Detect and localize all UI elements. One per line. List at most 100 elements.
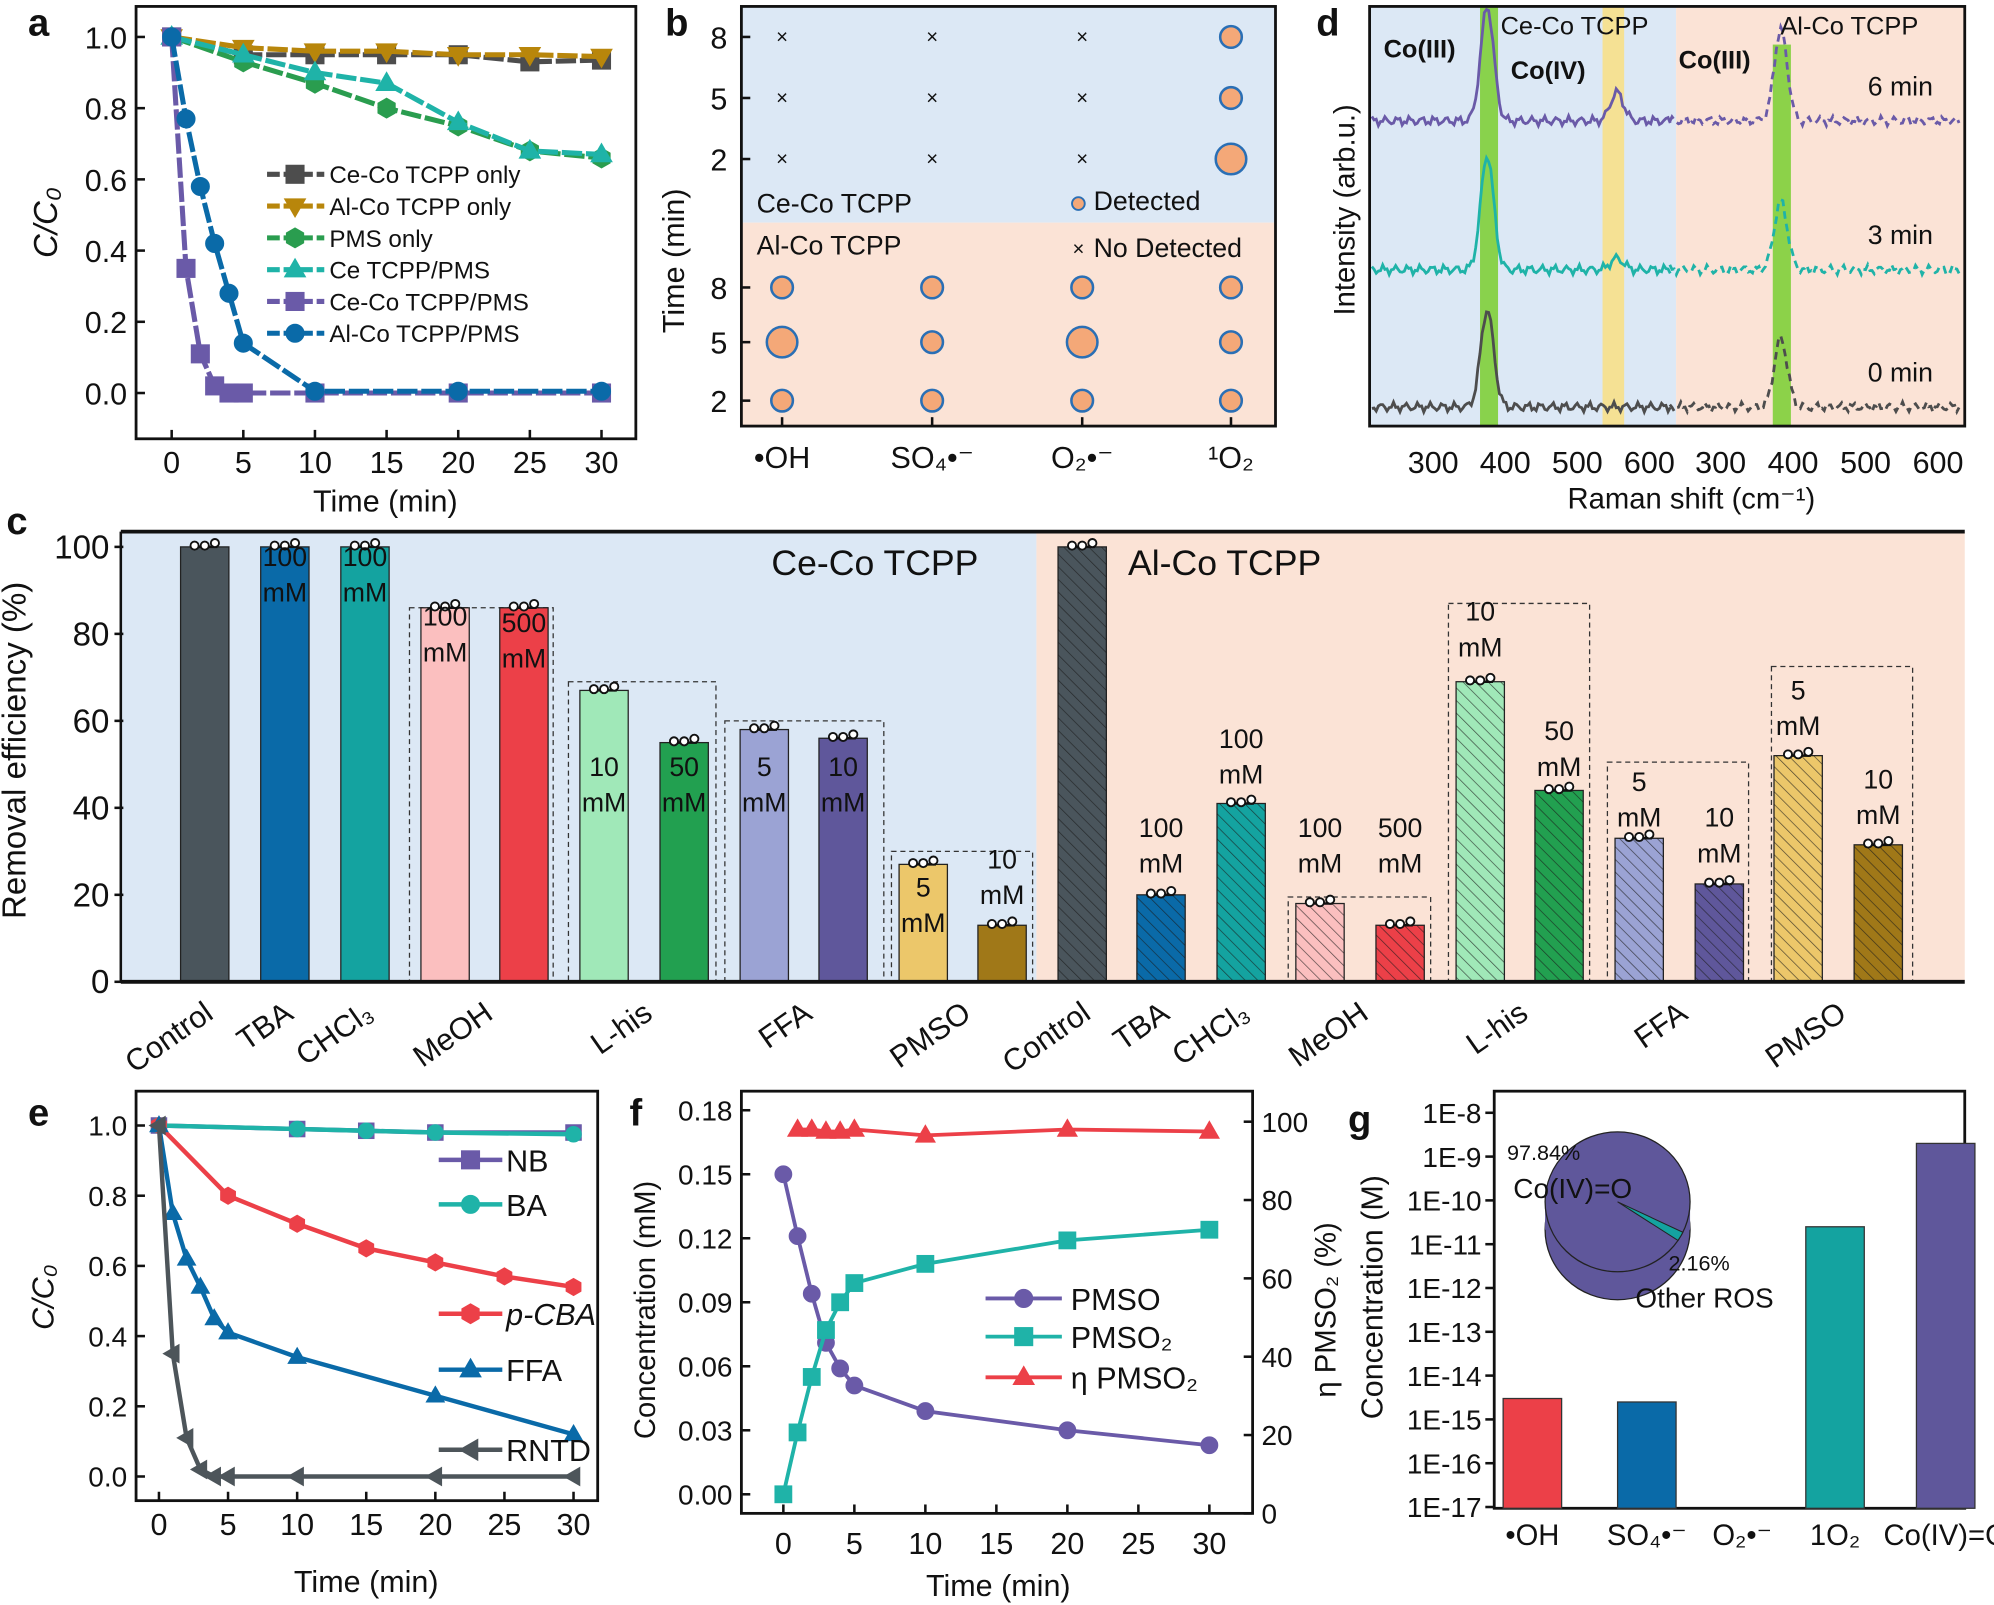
legend-marker xyxy=(285,164,305,184)
data-point xyxy=(425,1385,446,1403)
not-detected-mark: × xyxy=(776,26,788,48)
bar-annotation: mM xyxy=(1378,848,1422,878)
replicate-point xyxy=(1007,916,1018,927)
replicate-point xyxy=(599,684,610,695)
data-point xyxy=(286,1466,304,1487)
group-label: Al-Co TCPP xyxy=(757,230,902,260)
data-point xyxy=(219,283,239,303)
replicate-point xyxy=(508,601,519,612)
bar-annotation: mM xyxy=(1776,711,1820,741)
not-detected-mark: × xyxy=(926,148,938,170)
y-tick-label: 0.6 xyxy=(85,164,127,198)
data-point xyxy=(375,71,398,91)
bar-annotation: mM xyxy=(1298,848,1342,878)
data-point xyxy=(448,381,468,401)
y-tick-label: 0.4 xyxy=(85,235,127,269)
x-category-label: •OH xyxy=(1505,1520,1559,1552)
legend-label: NB xyxy=(506,1144,548,1178)
bar-annotation: 10 xyxy=(589,752,619,782)
pie-percent-label: 2.16% xyxy=(1668,1250,1729,1275)
x-tick-label: 10 xyxy=(280,1508,314,1542)
replicate-point xyxy=(928,855,939,866)
not-detected-mark: × xyxy=(926,26,938,48)
replicate-point xyxy=(1304,897,1315,908)
replicate-point xyxy=(450,598,461,609)
y-tick-label: 80 xyxy=(73,616,110,653)
bar-so- xyxy=(1616,1401,1677,1509)
data-point xyxy=(190,1276,211,1294)
series-pmso- xyxy=(774,1220,1219,1504)
x-category-label: CHCl₃ xyxy=(1166,995,1255,1072)
bar-annotation: mM xyxy=(343,578,387,608)
bar-annotation: mM xyxy=(423,637,467,667)
y2-tick-label: 60 xyxy=(1262,1264,1293,1295)
detected-marker xyxy=(1218,330,1244,355)
data-point xyxy=(1198,1120,1220,1139)
detected-marker xyxy=(1065,325,1099,359)
spectrum-time-label: 6 min xyxy=(1868,71,1933,101)
replicate-point xyxy=(986,918,997,930)
x-category-label: O₂•⁻ xyxy=(1712,1520,1772,1552)
series-line xyxy=(169,36,602,394)
replicate-point xyxy=(997,918,1008,930)
series-al-co-tcpp-pms xyxy=(162,27,612,401)
pie-slice-label: Other ROS xyxy=(1635,1282,1773,1313)
group-label: Al-Co TCPP xyxy=(1780,12,1918,40)
bar-ffa: 10 mM xyxy=(1694,803,1745,983)
data-point xyxy=(218,1322,238,1340)
data-point xyxy=(916,1254,935,1273)
ce-co-region xyxy=(1369,6,1677,427)
y-tick-label: 0.6 xyxy=(88,1251,127,1282)
y-axis-label: Time (min) xyxy=(657,188,691,333)
x-tick-label: •OH xyxy=(754,441,810,475)
y-tick-label: 0.12 xyxy=(678,1223,732,1254)
replicate-point xyxy=(290,538,301,549)
data-point xyxy=(375,43,398,64)
bar xyxy=(739,728,790,983)
y-tick-label: 0.00 xyxy=(678,1479,732,1510)
legend-marker xyxy=(1012,1365,1036,1386)
x-tick-label: 500 xyxy=(1840,446,1891,480)
data-point xyxy=(916,1402,935,1420)
spectrum-time-label: 3 min xyxy=(1868,220,1933,250)
bar xyxy=(340,546,390,983)
x-tick-label: 20 xyxy=(418,1508,452,1542)
replicate-point xyxy=(518,601,529,612)
data-point xyxy=(1200,1436,1219,1455)
x-category-label: PMSO xyxy=(1759,995,1852,1074)
bar-hatch xyxy=(1695,883,1744,982)
x-tick-label: 400 xyxy=(1480,446,1531,480)
x-category-label: L-his xyxy=(585,995,659,1061)
bar-chcl-: 100 mM xyxy=(340,538,390,983)
not-detected-mark: × xyxy=(776,87,788,109)
x-category-label: MeOH xyxy=(1283,995,1375,1073)
legend-label: η PMSO₂ xyxy=(1071,1362,1198,1396)
data-point xyxy=(1058,1231,1077,1250)
bar--oh xyxy=(1502,1397,1563,1509)
detected-marker xyxy=(920,275,945,300)
data-point xyxy=(845,1376,864,1395)
bar-annotation: mM xyxy=(1617,803,1661,833)
bar-annotation: 50 xyxy=(1544,716,1574,746)
y-tick-label: 20 xyxy=(73,877,110,914)
series-ba xyxy=(150,1117,582,1143)
replicate-point xyxy=(769,720,780,731)
panel-label-d: d xyxy=(1316,2,1339,45)
data-point xyxy=(590,142,613,163)
replicate-point xyxy=(749,723,760,734)
replicate-point xyxy=(1384,918,1395,930)
replicate-point xyxy=(759,723,770,734)
data-point xyxy=(176,1428,194,1448)
legend-marker xyxy=(458,1438,479,1462)
x-tick-label: 15 xyxy=(349,1508,383,1542)
bar-annotation: mM xyxy=(901,908,945,938)
y-tick-label: 100 xyxy=(54,529,109,566)
replicate-point xyxy=(1246,794,1257,805)
replicate-point xyxy=(1166,885,1177,897)
bar-pmso: 5 mM xyxy=(1773,675,1823,983)
x-tick-label: 20 xyxy=(1050,1527,1084,1561)
x-tick-label: ¹O₂ xyxy=(1208,441,1254,475)
data-point xyxy=(231,42,255,63)
data-point xyxy=(233,333,253,353)
y-tick-label: 0.4 xyxy=(88,1321,127,1352)
